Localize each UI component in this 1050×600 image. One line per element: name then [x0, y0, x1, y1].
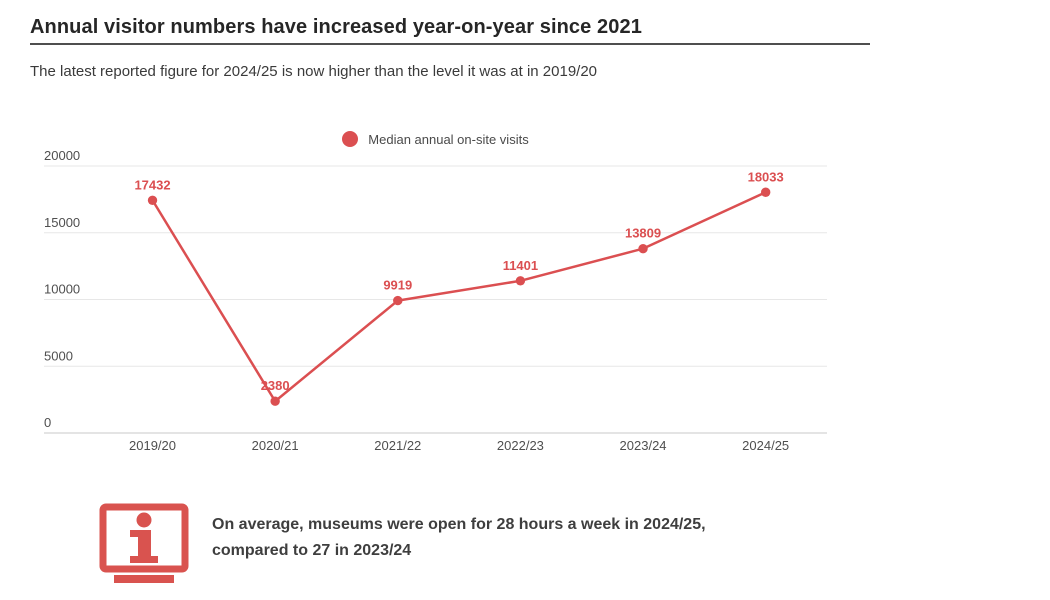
y-axis-tick-label: 10000: [44, 282, 80, 297]
info-icon-dot: [136, 512, 152, 528]
x-axis-tick-label: 2020/21: [252, 438, 299, 453]
y-axis-tick-label: 20000: [44, 148, 80, 163]
footer-note: On average, museums were open for 28 hou…: [212, 512, 832, 564]
series-line: [151, 191, 767, 403]
info-icon-frame: [99, 503, 189, 573]
data-point-label: 18033: [748, 169, 784, 184]
data-point: [515, 276, 526, 286]
data-point: [760, 187, 771, 197]
info-icon-flag: [130, 530, 138, 537]
data-point-label: 2380: [261, 378, 290, 393]
title-underline: [30, 43, 870, 45]
chart-legend: Median annual on-site visits: [44, 131, 827, 147]
info-icon-stem: [138, 530, 151, 557]
data-point-label: 17432: [134, 177, 170, 192]
legend-label: Median annual on-site visits: [368, 131, 529, 147]
page-subtitle: The latest reported figure for 2024/25 i…: [30, 63, 598, 80]
page-title: Annual visitor numbers have increased ye…: [30, 16, 642, 38]
data-point: [393, 295, 403, 306]
data-point-label: 11401: [503, 258, 538, 273]
data-point-label: 9919: [383, 278, 412, 293]
x-axis-tick-label: 2024/25: [742, 438, 789, 453]
data-point-label: 13809: [625, 226, 661, 241]
info-icon-base: [114, 575, 174, 583]
data-point: [147, 195, 158, 205]
footer-note-line: On average, museums were open for 28 hou…: [212, 516, 706, 533]
line-chart: 0 5000 10000 15000 20000 2019/20 2020/21 2021/2…: [44, 148, 827, 453]
data-point: [270, 396, 280, 406]
x-axis-tick-label: 2021/22: [374, 438, 421, 453]
data-point: [638, 243, 648, 254]
y-axis-tick-label: 15000: [44, 215, 80, 230]
legend-marker-icon: [342, 131, 359, 147]
x-axis-tick-label: 2022/23: [497, 438, 544, 453]
x-axis-tick-label: 2019/20: [129, 438, 176, 453]
info-icon: [99, 503, 189, 583]
info-icon-foot: [130, 556, 158, 563]
y-axis-tick-label: 0: [44, 415, 51, 430]
y-axis-tick-label: 5000: [44, 348, 73, 363]
x-axis-tick-label: 2023/24: [620, 438, 667, 453]
footer-note-line: compared to 27 in 2023/24: [212, 542, 412, 559]
